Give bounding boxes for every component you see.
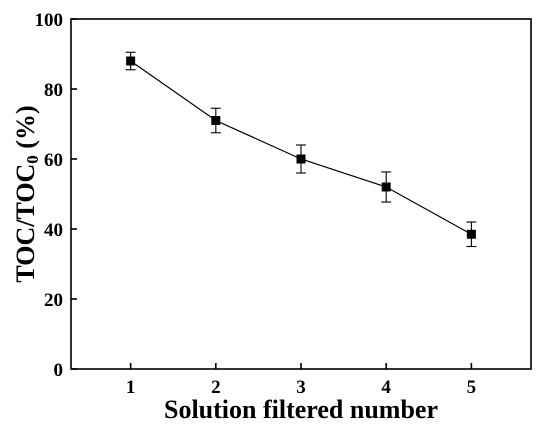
x-axis-title: Solution filtered number [164,395,438,424]
y-tick-label: 20 [44,290,63,311]
data-point [381,182,391,192]
data-point [466,229,476,239]
y-tick-label: 0 [54,360,64,381]
plot-frame [70,18,532,370]
x-tick-label: 4 [381,377,391,398]
x-tick-label: 1 [126,377,136,398]
series-layer [125,51,477,248]
y-tick-label: 40 [44,220,63,241]
data-point [296,154,306,164]
y-axis-title-subscript: 0 [23,155,42,164]
data-point [126,56,136,66]
y-axis-title-main: TOC/TOC [11,164,40,283]
x-axis-ticks: 1 2 3 4 5 [126,363,476,398]
y-axis-ticks: 0 20 40 60 80 100 [35,10,77,381]
y-axis-title: TOC/TOC0 (%) [11,105,42,282]
x-tick-label: 3 [296,377,306,398]
y-axis-title-suffix: (%) [11,105,40,155]
y-tick-label: 60 [44,150,63,171]
x-tick-label: 5 [467,377,477,398]
y-tick-label: 80 [44,80,63,101]
x-tick-label: 2 [211,377,221,398]
y-tick-label: 100 [35,10,64,31]
data-point [211,116,221,125]
